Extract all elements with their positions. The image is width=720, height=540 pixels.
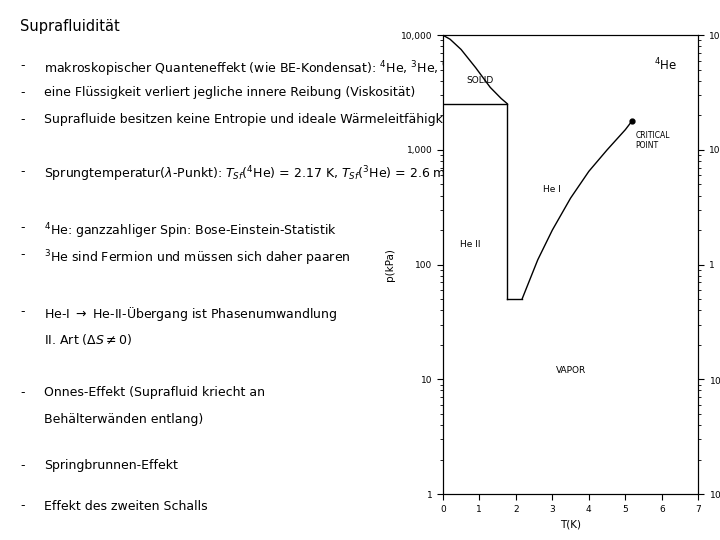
Text: -: -	[20, 113, 24, 126]
Text: $^3$He sind Fermion und müssen sich daher paaren: $^3$He sind Fermion und müssen sich dahe…	[45, 248, 351, 268]
Text: -: -	[20, 86, 24, 99]
Text: makroskopischer Quanteneffekt (wie BE-Kondensat): $^4$He, $^3$He, $^6$Li: makroskopischer Quanteneffekt (wie BE-Ko…	[45, 59, 459, 79]
Text: -: -	[20, 165, 24, 178]
Text: He II: He II	[460, 240, 480, 249]
Text: Sprungtemperatur($\lambda$-Punkt): $T_{Sf}$($^4$He) = 2.17 K, $T_{Sf}$($^3$He) =: Sprungtemperatur($\lambda$-Punkt): $T_{S…	[45, 165, 456, 184]
Text: -: -	[20, 386, 24, 399]
Text: $^4$He: $^4$He	[654, 57, 677, 73]
Text: He I: He I	[544, 185, 562, 194]
Text: -: -	[20, 248, 24, 261]
Text: Onnes-Effekt (Suprafluid kriecht an: Onnes-Effekt (Suprafluid kriecht an	[45, 386, 265, 399]
Text: Behälterwänden entlang): Behälterwänden entlang)	[45, 413, 204, 426]
Text: He-I $\rightarrow$ He-II-Übergang ist Phasenumwandlung: He-I $\rightarrow$ He-II-Übergang ist Ph…	[45, 305, 338, 323]
Text: Suprafluidität: Suprafluidität	[20, 19, 120, 34]
Text: Effekt des zweiten Schalls: Effekt des zweiten Schalls	[45, 500, 208, 512]
Y-axis label: p(kPa): p(kPa)	[385, 248, 395, 281]
X-axis label: T(K): T(K)	[560, 519, 581, 529]
Text: Suprafluide besitzen keine Entropie und ideale Wärmeleitfähigkeit: Suprafluide besitzen keine Entropie und …	[45, 113, 459, 126]
Text: $^4$He: ganzzahliger Spin: Bose-Einstein-Statistik: $^4$He: ganzzahliger Spin: Bose-Einstein…	[45, 221, 337, 241]
Text: -: -	[20, 221, 24, 234]
Text: VAPOR: VAPOR	[555, 366, 586, 375]
Text: -: -	[20, 305, 24, 318]
Text: -: -	[20, 459, 24, 472]
Text: Springbrunnen-Effekt: Springbrunnen-Effekt	[45, 459, 178, 472]
Text: -: -	[20, 500, 24, 512]
Text: II. Art ($\Delta S \neq 0$): II. Art ($\Delta S \neq 0$)	[45, 332, 132, 347]
Text: eine Flüssigkeit verliert jegliche innere Reibung (Viskosität): eine Flüssigkeit verliert jegliche inner…	[45, 86, 415, 99]
Text: CRITICAL
POINT: CRITICAL POINT	[636, 131, 670, 151]
Text: -: -	[20, 59, 24, 72]
Text: SOLID: SOLID	[467, 76, 494, 85]
